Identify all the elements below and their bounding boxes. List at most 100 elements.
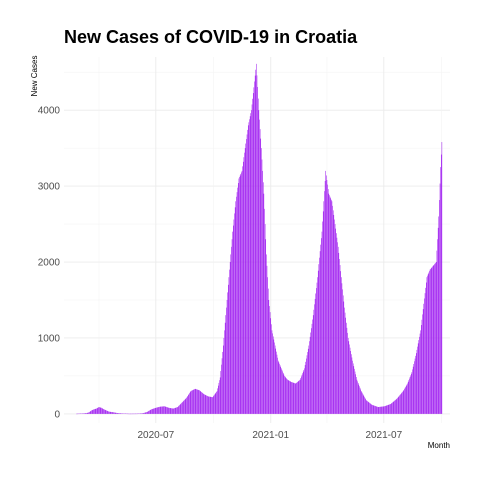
daily-case-bar: [408, 380, 410, 414]
daily-case-bar: [399, 394, 401, 414]
daily-case-bar: [285, 377, 286, 414]
daily-case-bar: [160, 406, 162, 414]
daily-case-bar: [281, 368, 282, 414]
daily-case-bar: [151, 409, 153, 414]
daily-case-bar: [369, 402, 370, 414]
daily-case-bar: [406, 384, 408, 414]
daily-case-bar: [188, 394, 190, 414]
daily-case-bar: [220, 371, 222, 414]
daily-case-bar: [219, 377, 221, 414]
daily-case-bar: [256, 75, 258, 414]
daily-case-bar: [323, 201, 325, 414]
daily-case-bar: [244, 148, 246, 414]
daily-case-bar: [334, 224, 336, 414]
daily-case-bar: [429, 271, 430, 414]
daily-case-bar: [419, 336, 420, 414]
daily-case-bar: [421, 325, 422, 414]
daily-case-bar: [397, 397, 398, 414]
daily-case-bar: [92, 409, 93, 414]
daily-case-bar: [378, 406, 380, 414]
daily-case-bar: [427, 275, 428, 414]
daily-case-bar: [345, 317, 346, 414]
chart-title: New Cases of COVID-19 in Croatia: [64, 27, 358, 47]
daily-case-bar: [206, 395, 208, 414]
daily-case-bar: [96, 408, 98, 414]
daily-case-bar: [439, 200, 440, 414]
daily-case-bar: [214, 394, 215, 414]
daily-case-bar: [181, 403, 182, 414]
daily-case-bar: [106, 410, 107, 414]
daily-case-bar: [321, 238, 322, 414]
daily-case-bar: [402, 391, 403, 414]
daily-case-bar: [223, 337, 225, 414]
daily-case-bar: [276, 351, 277, 414]
daily-case-bar: [404, 387, 406, 414]
daily-case-bar: [417, 346, 418, 414]
daily-case-bar: [267, 288, 269, 414]
daily-case-bar: [416, 353, 417, 414]
daily-case-bar: [204, 394, 206, 414]
daily-case-bar: [259, 129, 261, 414]
daily-case-bar: [337, 246, 339, 414]
daily-case-bar: [189, 392, 191, 414]
daily-case-bar: [361, 391, 362, 414]
daily-case-bar: [319, 257, 320, 414]
daily-case-bar: [273, 339, 275, 414]
daily-case-bar: [226, 307, 227, 414]
daily-case-bar: [426, 277, 428, 414]
daily-case-bar: [111, 411, 112, 414]
daily-case-bar: [212, 397, 213, 414]
daily-case-bar: [350, 350, 351, 414]
daily-case-bar: [164, 406, 166, 414]
daily-case-bar: [142, 413, 143, 414]
daily-case-bar: [174, 408, 175, 414]
daily-case-bar: [440, 154, 442, 414]
daily-case-bar: [324, 181, 326, 414]
daily-case-bar: [167, 407, 168, 414]
daily-case-bar: [434, 264, 435, 414]
daily-case-bar: [85, 413, 87, 414]
daily-case-bar: [110, 411, 112, 414]
daily-case-bar: [231, 239, 233, 414]
daily-case-bar: [247, 125, 249, 414]
daily-case-bar: [432, 266, 433, 414]
daily-case-bar: [166, 407, 168, 414]
daily-case-bar: [244, 152, 245, 414]
daily-case-bar: [364, 396, 365, 414]
daily-case-bar: [208, 396, 210, 414]
daily-case-bar: [158, 406, 160, 414]
daily-case-bar: [161, 406, 162, 414]
daily-case-bar: [291, 382, 293, 414]
daily-case-bar: [154, 408, 155, 414]
daily-case-bar: [293, 382, 295, 414]
daily-case-bar: [185, 398, 187, 414]
daily-case-bar: [256, 63, 257, 414]
daily-case-bar: [257, 98, 259, 414]
daily-case-bar: [172, 408, 173, 414]
daily-case-bar: [304, 368, 305, 414]
daily-case-bar: [99, 407, 101, 414]
daily-case-bar: [225, 315, 227, 414]
daily-case-bar: [328, 193, 330, 414]
daily-case-bar: [407, 383, 408, 414]
daily-case-bar: [161, 406, 163, 414]
daily-case-bar: [333, 214, 335, 414]
daily-case-bar: [434, 263, 436, 414]
daily-case-bar: [105, 410, 107, 414]
daily-case-bar: [252, 98, 253, 414]
daily-case-bar: [336, 237, 338, 414]
daily-case-bar: [424, 298, 425, 414]
daily-case-bar: [339, 258, 340, 414]
x-tick-label: 2021-07: [365, 430, 402, 441]
daily-case-bar: [196, 389, 198, 414]
daily-case-bar: [379, 406, 380, 414]
daily-case-bar: [340, 271, 341, 414]
daily-case-bar: [233, 219, 235, 414]
daily-case-bar: [380, 406, 381, 414]
daily-case-bar: [300, 378, 301, 414]
daily-case-bar: [304, 365, 306, 414]
daily-case-bar: [390, 404, 391, 414]
daily-case-bar: [403, 390, 405, 414]
daily-case-bar: [373, 405, 375, 414]
daily-case-bar: [208, 396, 209, 414]
